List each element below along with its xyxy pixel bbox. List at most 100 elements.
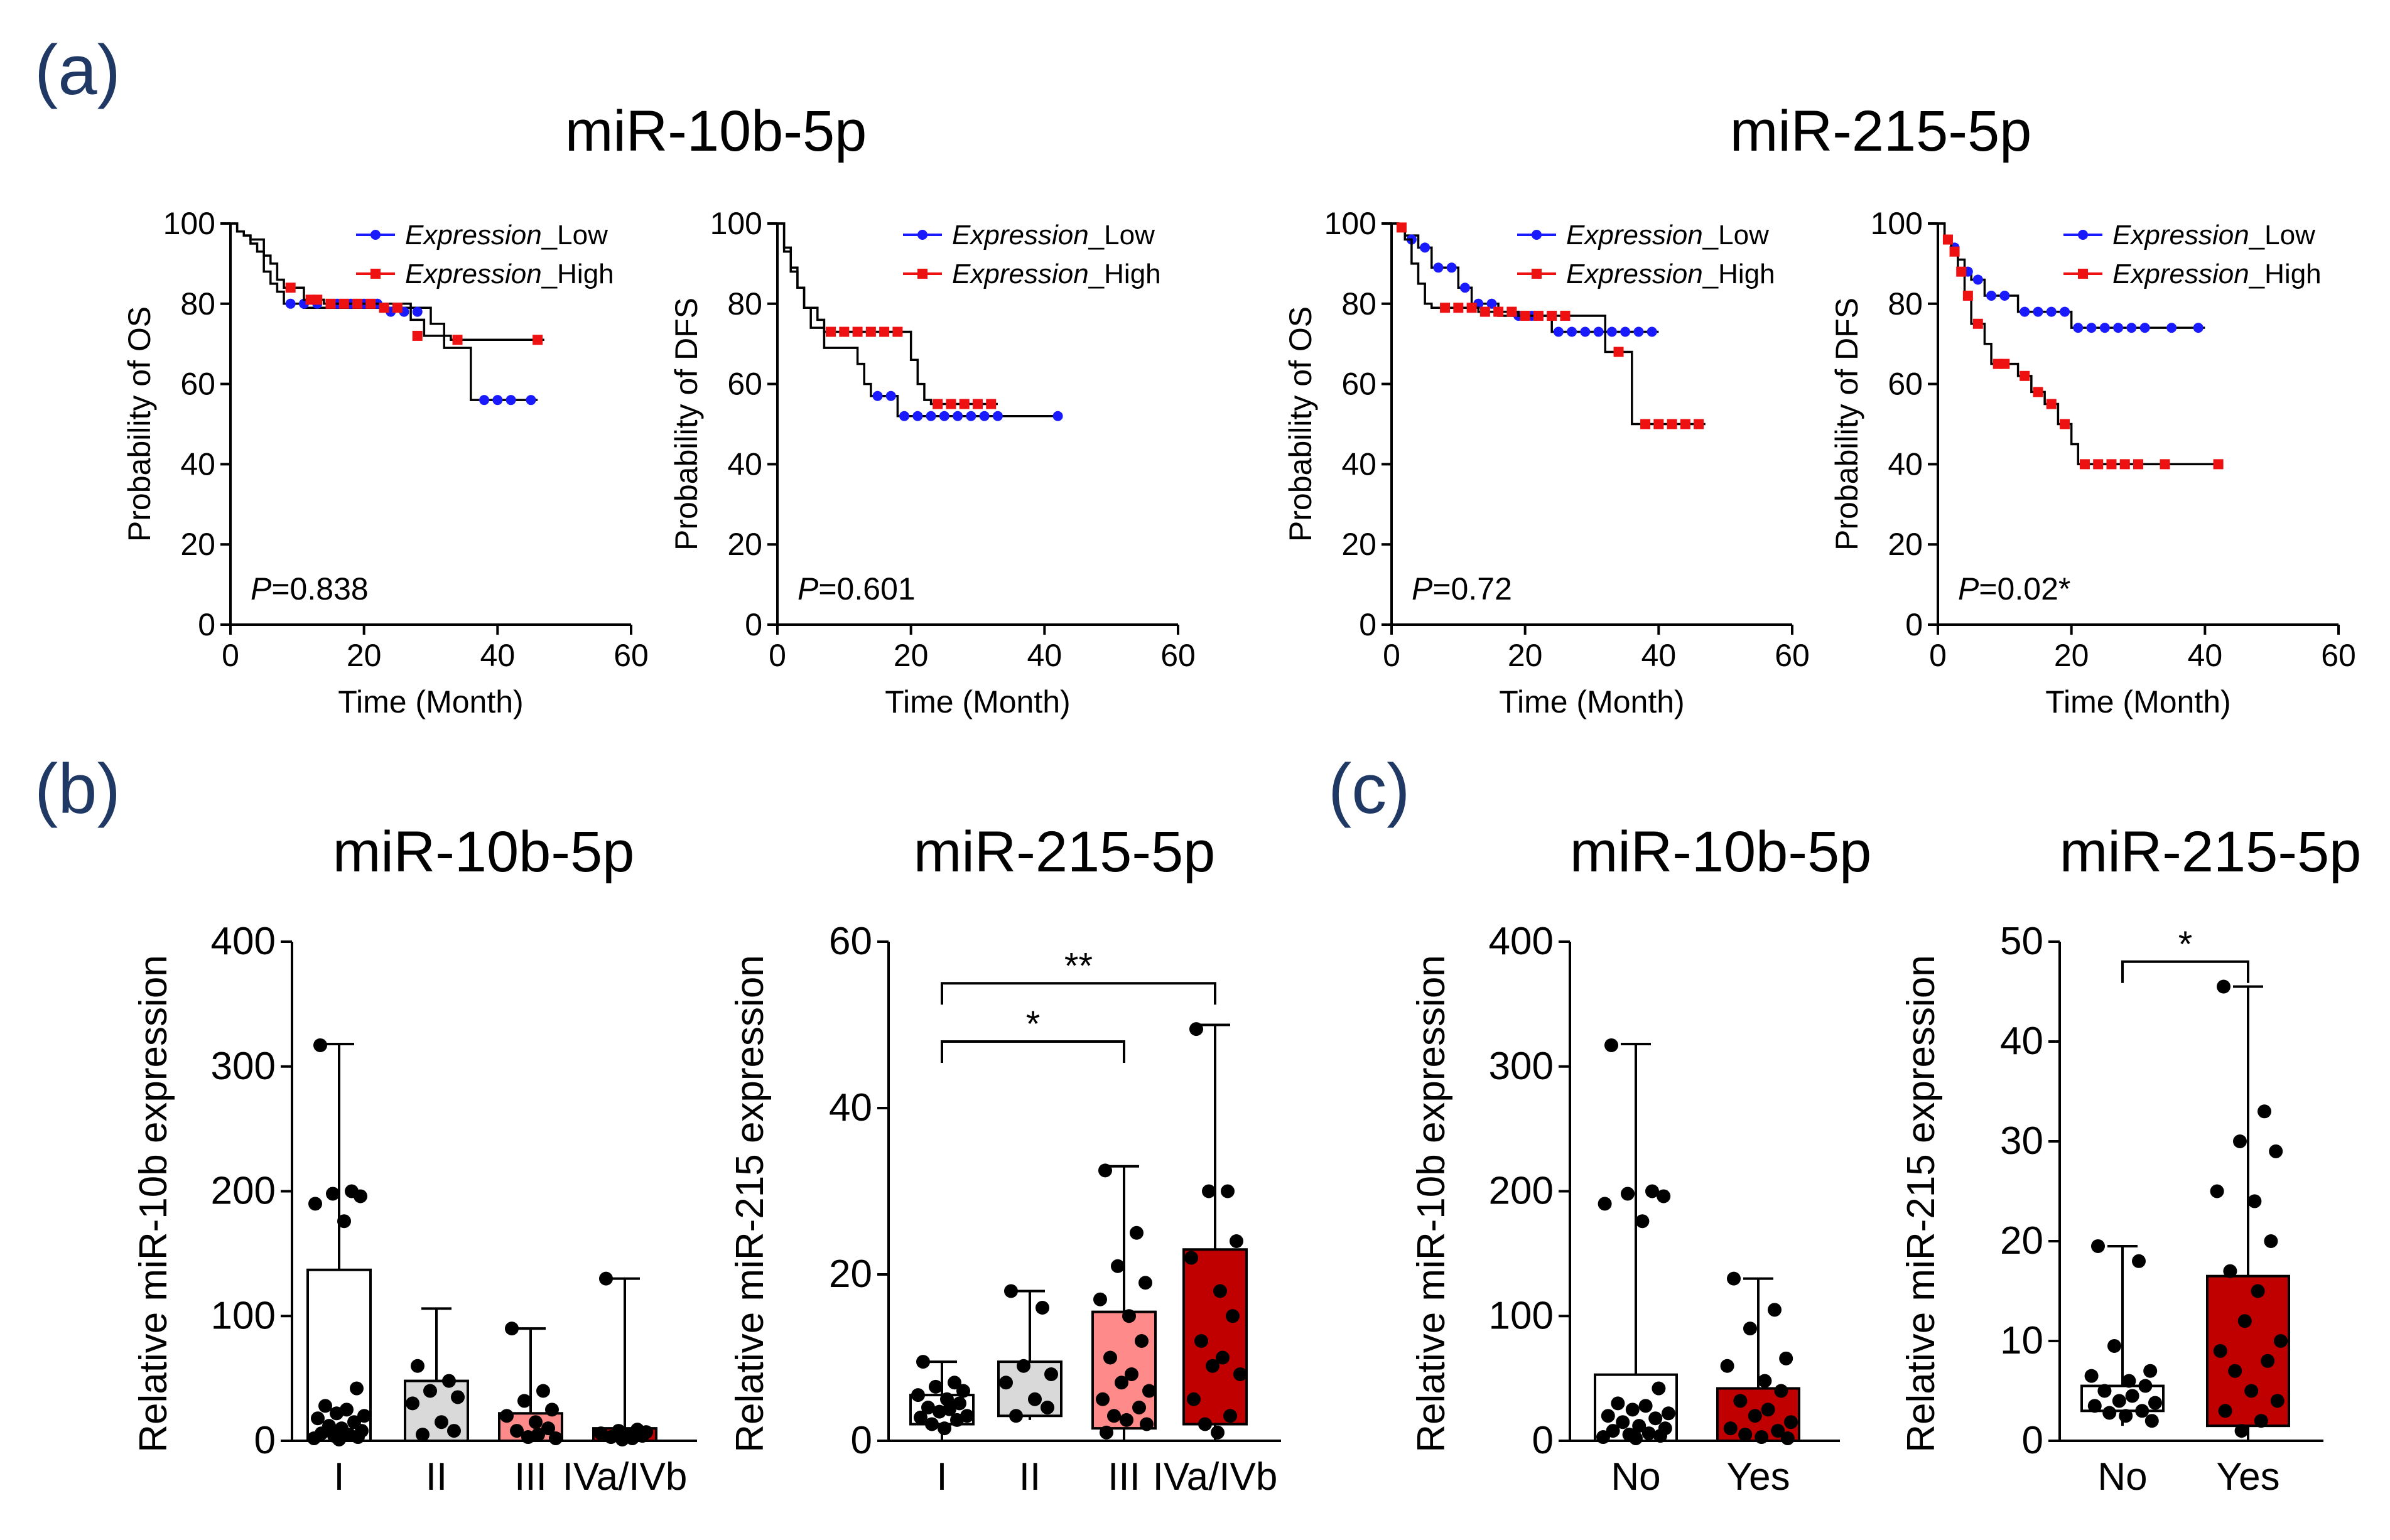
survival-point-high [946,399,956,409]
p-value-label: P=0.838 [251,571,369,606]
y-tick-label: 0 [1359,607,1376,642]
p-value-label: P=0.72 [1412,571,1512,606]
data-point [351,1430,365,1445]
x-tick-label: 60 [1160,638,1196,673]
data-point [541,1421,555,1436]
data-point [529,1415,543,1430]
x-tick-label: 60 [1775,638,1810,673]
survival-point-high [2079,459,2090,470]
data-point [1140,1417,1154,1431]
significance-label: * [2178,924,2193,965]
y-tick-label: 0 [254,1419,276,1462]
survival-point-low [506,395,516,406]
data-point [2218,1404,2232,1418]
legend-suffix-high: _High [541,259,614,289]
data-point [1743,1322,1757,1336]
legend-entry-low: Expression_Low [952,220,1155,250]
data-point [500,1409,514,1423]
y-tick-label: 80 [180,286,215,321]
legend-suffix-low: _Low [2249,220,2315,250]
survival-point-high [1520,310,1530,321]
legend-entry-high: Expression_High [405,259,614,289]
data-point [1629,1431,1643,1446]
data-point [1635,1214,1650,1229]
survival-point-low [285,298,296,309]
data-point [332,1433,346,1447]
survival-point-high [2213,459,2224,470]
survival-point-high [865,326,876,337]
y-tick-label: 300 [211,1045,276,1088]
box-plot-c-mir10b: 0 100 200 300 400 Relative miR-10b expression… [1410,920,1840,1499]
data-point [1028,1392,1042,1406]
legend-marker-high [917,269,927,279]
data-point [2143,1364,2158,1378]
y-tick-label: 20 [727,527,762,562]
data-point [2237,1314,2252,1328]
data-point [1621,1187,1635,1201]
y-tick-label: 20 [180,527,215,562]
x-axis-title: Time (Month) [885,684,1070,719]
box-plot-c-mir215: 0 10 20 30 40 50 Relative miR-215 expression No… [1900,920,2323,1499]
data-point [2270,1394,2285,1408]
legend-suffix-high: _High [1702,259,1775,289]
x-category-label: IVa/IVb [563,1455,688,1499]
x-tick-label: 0 [1383,638,1400,673]
data-point [318,1399,332,1413]
survival-point-low [1647,326,1657,337]
data-point [2258,1104,2271,1119]
survival-point-low [1486,298,1497,309]
data-point [2144,1414,2159,1428]
data-point [1596,1430,1610,1445]
data-point [549,1431,563,1446]
survival-point-low [1593,326,1604,337]
y-tick-label: 0 [1905,607,1923,642]
significance-bracket [941,982,1216,1005]
y-tick-label: 30 [2000,1119,2043,1163]
x-category-label: IVa/IVb [1153,1455,1278,1499]
survival-point-high [412,330,423,341]
data-point [326,1187,340,1201]
data-point [2087,1399,2102,1413]
data-point [1122,1309,1136,1323]
p-symbol: P [1958,571,1979,606]
data-point [447,1424,461,1438]
legend-marker-high [370,269,381,279]
data-point [1125,1367,1138,1381]
box-pink [1091,1310,1157,1430]
legend-italic-word: Expression [405,220,542,250]
x-category-label: III [514,1455,547,1499]
legend-italic-word: Expression [405,259,542,289]
data-point [925,1417,939,1431]
survival-point-high [1962,291,1973,301]
data-point [1604,1038,1618,1052]
data-point [1035,1301,1049,1315]
data-point [1044,1367,1058,1381]
survival-point-high [1613,347,1624,357]
data-point [1733,1394,1748,1408]
data-point [1653,1429,1667,1443]
data-point [1098,1163,1112,1178]
survival-point-low [2073,323,2084,333]
data-point [950,1413,964,1427]
significance-label: ** [1064,945,1093,986]
x-tick-label: 20 [347,638,382,673]
data-point [435,1415,448,1430]
data-point [916,1355,930,1369]
survival-point-low [2033,306,2043,317]
survival-point-high [2060,419,2070,429]
survival-point-low [2113,323,2124,333]
data-point [521,1430,535,1445]
y-tick-label: 200 [1489,1170,1554,1213]
x-tick-label: 20 [894,638,929,673]
survival-point-low [885,390,896,401]
y-tick-label: 0 [1532,1419,1554,1462]
survival-point-low [2166,323,2177,333]
data-point [1115,1376,1128,1390]
data-point [1221,1184,1235,1198]
y-axis-title: Relative miR-215 expression [728,955,772,1453]
data-point [2138,1379,2153,1393]
survival-point-high [1694,419,1704,429]
data-point [1758,1374,1772,1388]
survival-point-high [986,399,997,409]
data-point [2254,1414,2268,1428]
